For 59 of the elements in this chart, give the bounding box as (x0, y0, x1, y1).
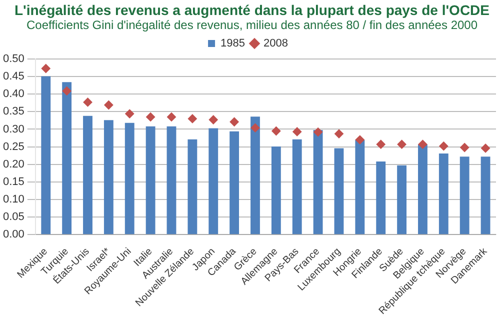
y-tick-label: 0.00 (2, 228, 24, 241)
y-tick-label: 0.35 (2, 106, 24, 118)
point (334, 129, 344, 138)
point (292, 127, 302, 136)
y-tick-label: 0.40 (2, 88, 24, 100)
bar (418, 144, 428, 234)
bar (208, 128, 218, 234)
bar (83, 116, 92, 234)
bar (397, 165, 406, 234)
point (230, 117, 239, 126)
legend-label: 2008 (264, 38, 288, 50)
point (439, 142, 448, 151)
bar (355, 140, 365, 234)
chart-subtitle: Coefficients Gini d'inégalité des revenus, milieu des années 80 / fin des années 2000 (25, 18, 479, 32)
bar (271, 146, 281, 234)
bar (146, 126, 156, 234)
legend-label: 1985 (220, 38, 246, 50)
bar (124, 122, 134, 234)
bar (104, 120, 114, 234)
bar (460, 156, 470, 234)
y-tick-label: 0.10 (2, 194, 24, 206)
bar (480, 156, 490, 234)
point (460, 143, 470, 152)
y-tick-label: 0.20 (2, 158, 24, 170)
point (397, 140, 406, 149)
point (250, 123, 260, 132)
bar (230, 131, 240, 234)
point (166, 112, 176, 122)
y-tick-label: 0.15 (2, 176, 24, 188)
point (355, 135, 364, 144)
chart-title: L'inégalité des revenus a augmenté dans la plupart des pays de l'OCDE (13, 2, 491, 18)
bar (166, 126, 176, 234)
point (272, 126, 281, 136)
point (418, 140, 428, 149)
bar (292, 139, 302, 234)
y-tick-label: 0.45 (2, 70, 24, 83)
y-tick-label: 0.05 (2, 211, 24, 224)
bar (41, 76, 51, 234)
bar (62, 82, 72, 234)
point (481, 144, 490, 153)
point (314, 128, 323, 137)
point (125, 109, 134, 118)
bar (188, 139, 198, 234)
y-tick-label: 0.25 (2, 140, 24, 153)
point (146, 112, 156, 122)
y-tick-label: 0.30 (2, 123, 24, 136)
point (41, 64, 50, 73)
bar (250, 116, 260, 234)
point (83, 98, 92, 107)
bar (438, 153, 448, 234)
point (62, 86, 72, 96)
point (376, 140, 386, 149)
bar (313, 130, 323, 234)
point (188, 114, 197, 124)
point (104, 100, 114, 110)
y-tick-label: 0.50 (2, 53, 24, 66)
point (208, 115, 218, 124)
bar (376, 162, 386, 234)
bar (334, 148, 344, 234)
